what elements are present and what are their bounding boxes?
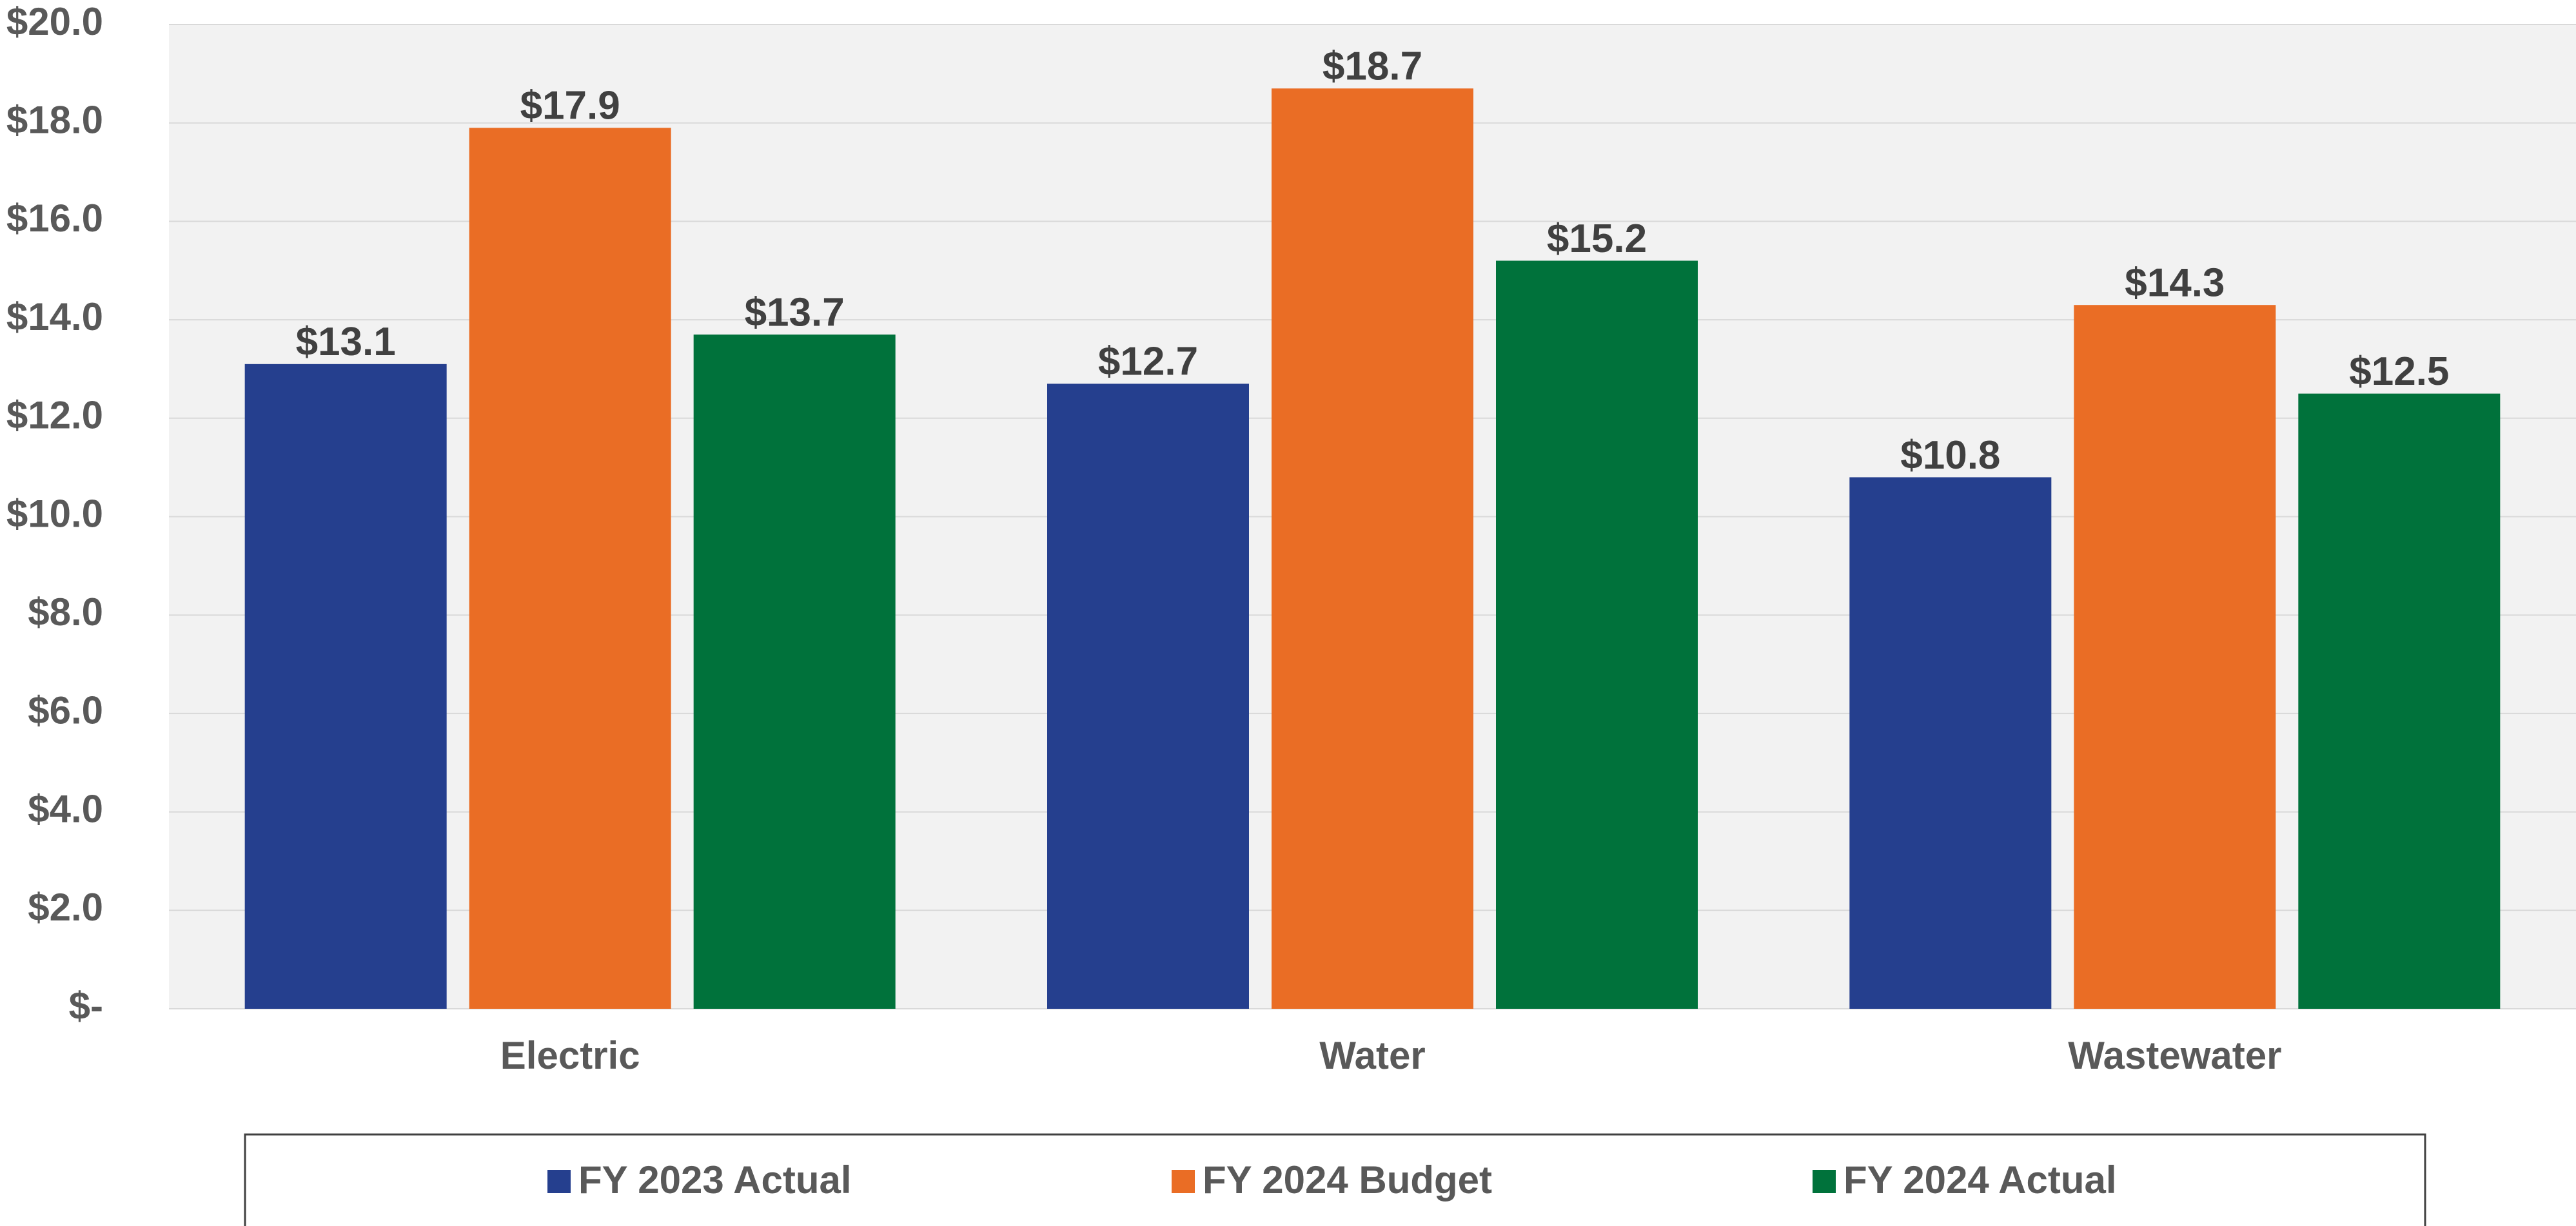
data-label: $14.3 [2125,261,2225,306]
data-label: $13.1 [296,320,396,364]
bar [1849,477,2052,1009]
y-tick-label: $14.0 [6,295,103,338]
x-tick-label: Electric [500,1034,640,1077]
y-tick-label: $16.0 [6,197,103,240]
bar [1496,260,1698,1009]
bar [1272,88,1473,1009]
bar [2298,393,2501,1009]
data-label: $12.5 [2349,349,2449,394]
bar [469,128,671,1009]
legend-box [244,1133,2426,1226]
y-tick-label: $12.0 [6,394,103,437]
legend-swatch [1813,1170,1836,1193]
legend-swatch [1172,1170,1195,1193]
bar [2074,305,2276,1009]
legend-label: FY 2024 Actual [1844,1158,2117,1202]
y-tick-label: $4.0 [28,787,103,830]
y-tick-label: $20.0 [6,0,103,43]
x-tick-label: Wastewater [2068,1034,2281,1077]
data-label: $13.7 [745,290,845,335]
legend-label: FY 2023 Actual [578,1158,852,1202]
x-tick-label: Water [1319,1034,1425,1077]
y-tick-label: $8.0 [28,590,103,634]
legend-label: FY 2024 Budget [1203,1158,1492,1202]
data-label: $18.7 [1322,44,1422,89]
data-label: $10.8 [1900,433,2000,478]
bar [693,335,896,1009]
y-tick-label: $2.0 [28,886,103,929]
data-label: $12.7 [1098,340,1198,384]
y-tick-label: $- [69,984,103,1027]
y-tick-label: $10.0 [6,492,103,535]
y-tick-label: $6.0 [28,689,103,732]
data-label: $17.9 [520,84,620,128]
bar [244,364,447,1009]
y-tick-label: $18.0 [6,99,103,142]
data-label: $15.2 [1547,217,1647,261]
bar [1047,384,1249,1009]
legend-swatch [547,1170,571,1193]
